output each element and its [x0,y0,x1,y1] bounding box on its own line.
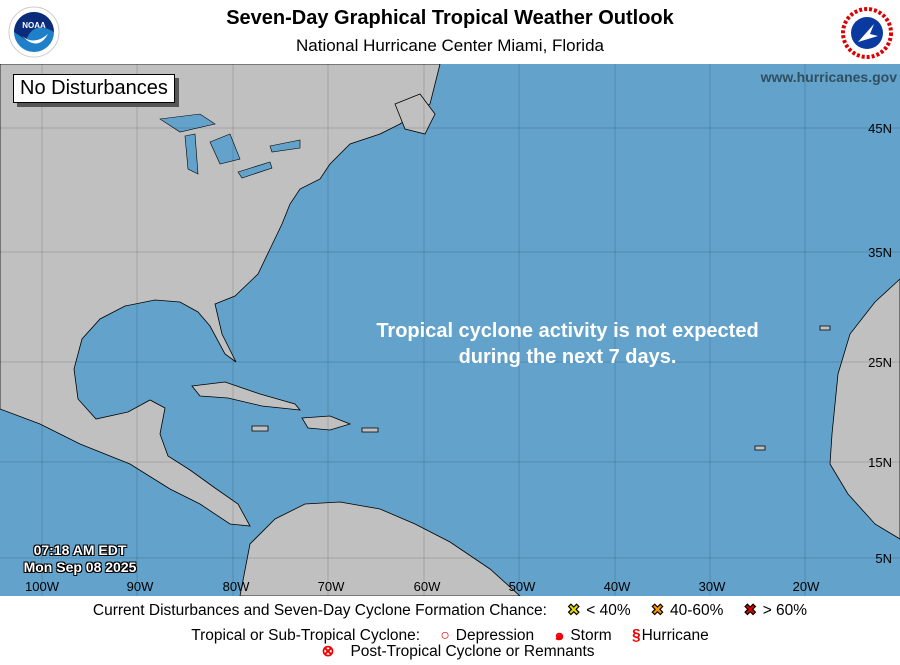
longitude-label: 60W [413,579,441,594]
longitude-label: 40W [603,579,631,594]
africa [829,278,900,540]
medium-chance-x-icon: ✖ [650,602,665,620]
great-lakes [159,113,301,179]
atlantic-basin-map [0,64,900,596]
legend-row1-label: Current Disturbances and Seven-Day Cyclo… [92,602,547,619]
south-america [239,501,521,596]
nws-logo [841,7,893,59]
latitude-label: 25N [868,355,892,370]
puerto-rico [361,427,379,433]
svg-text:NOAA: NOAA [22,21,46,30]
low-chance-x-icon: ✖ [567,602,581,620]
issue-time: 07:18 AM EDT Mon Sep 08 2025 [10,542,150,576]
website-link[interactable]: www.hurricanes.gov [760,69,897,85]
legend-hurricane: Hurricane [641,627,709,644]
message-line-1: Tropical cyclone activity is not expecte… [376,320,759,342]
page-title: Seven-Day Graphical Tropical Weather Out… [226,7,674,29]
longitude-label: 100W [25,579,59,594]
message-line-2: during the next 7 days. [458,346,677,368]
issue-time-text: 07:18 AM EDT [33,542,127,558]
high-chance-x-icon: ✖ [743,602,757,620]
latitude-label: 5N [875,551,892,566]
cape-verde [754,445,766,451]
longitude-label: 50W [508,579,536,594]
legend-formation-chance: Current Disturbances and Seven-Day Cyclo… [0,601,900,620]
graticule [0,64,900,596]
legend-medium: 40-60% [669,602,724,619]
legend-remnants-label: Post-Tropical Cyclone or Remnants [350,643,595,660]
hurricane-icon: § [631,627,641,644]
noaa-logo: NOAA [8,6,60,58]
cuba [191,381,301,411]
legend-remnants: ⊗ Post-Tropical Cyclone or Remnants [0,642,900,661]
no-disturbances-box: No Disturbances [13,74,175,103]
jamaica [251,425,269,432]
longitude-label: 70W [317,579,345,594]
legend-low: < 40% [586,602,631,619]
landmasses [0,64,900,596]
legend-cyclone-types: Tropical or Sub-Tropical Cyclone: ○ Depre… [0,622,900,647]
legend-storm: Storm [570,627,612,644]
longitude-label: 80W [222,579,250,594]
legend-row2-label: Tropical or Sub-Tropical Cyclone: [191,627,421,644]
canary-islands [819,325,831,331]
newfoundland [394,93,436,135]
latitude-label: 35N [868,245,892,260]
latitude-label: 15N [868,455,892,470]
longitude-label: 90W [126,579,154,594]
latitude-label: 45N [868,121,892,136]
outlook-message: Tropical cyclone activity is not expecte… [330,318,805,370]
legend-high: > 60% [762,602,808,619]
depression-icon: ○ [440,627,450,644]
hispaniola [301,415,352,431]
page-subtitle: National Hurricane Center Miami, Florida [295,36,604,55]
legend-depression: Depression [455,627,535,644]
remnants-icon: ⊗ [321,643,335,660]
longitude-label: 20W [792,579,820,594]
north-america [0,64,441,527]
storm-icon: ๑ [554,627,565,644]
longitude-label: 30W [698,579,726,594]
issue-date-text: Mon Sep 08 2025 [23,559,137,575]
